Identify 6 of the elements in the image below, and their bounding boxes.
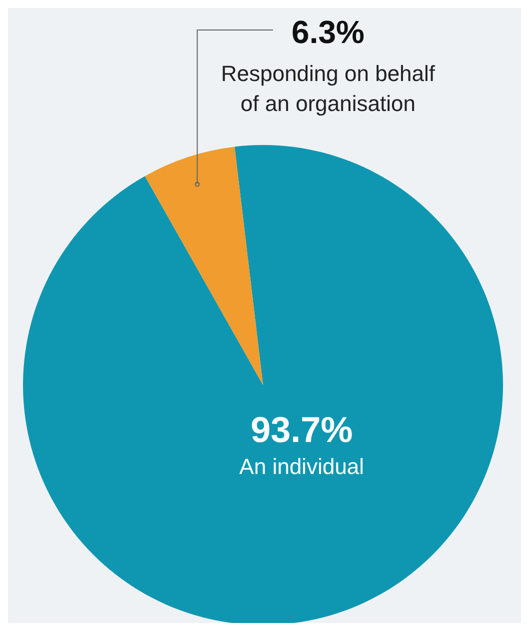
pie-slice xyxy=(144,146,263,385)
data-label: 6.3% xyxy=(292,14,364,50)
slice-label: An individual xyxy=(239,454,364,480)
slice-label: Responding on behalf of an organisation xyxy=(220,61,436,116)
data-label: 93.7% xyxy=(250,409,353,450)
pie-slice xyxy=(23,145,503,623)
